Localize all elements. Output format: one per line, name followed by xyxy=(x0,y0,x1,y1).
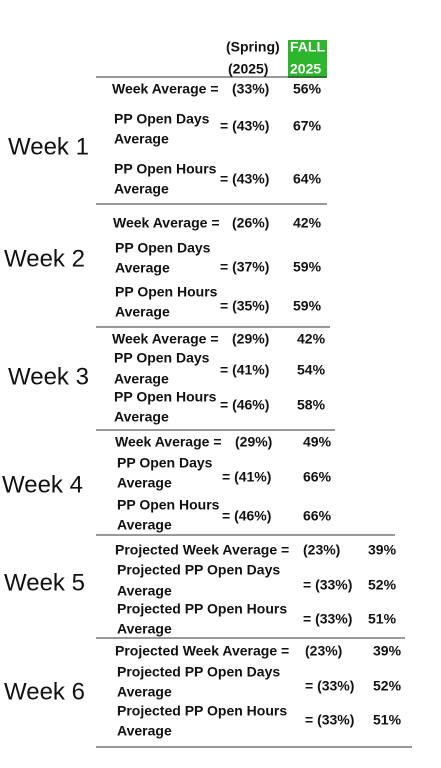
spring-value: = (33%) xyxy=(303,611,352,627)
spring-value: (29%) xyxy=(232,331,269,347)
metric-label: Week Average = xyxy=(112,81,219,97)
metric-label: Average xyxy=(115,304,170,320)
spring-value: (23%) xyxy=(303,542,340,558)
fall-value: 58% xyxy=(297,397,326,413)
metric-label: Projected Week Average = xyxy=(115,643,289,659)
spring-value: = (41%) xyxy=(220,362,269,378)
fall-value: 49% xyxy=(303,434,332,450)
fall-value: 66% xyxy=(303,469,332,485)
metric-label: PP Open Hours xyxy=(114,389,217,405)
metric-label: PP Open Days xyxy=(115,240,211,256)
metric-label: Average xyxy=(114,131,169,147)
metric-label: Projected PP Open Hours xyxy=(117,601,287,617)
fall-value: 52% xyxy=(368,577,397,593)
fall-value: 42% xyxy=(297,331,326,347)
metric-label: Average xyxy=(117,517,172,533)
spring-value: = (37%) xyxy=(220,259,269,275)
fall-header-bg xyxy=(288,40,327,78)
week-label: Week 4 xyxy=(2,471,83,498)
metric-label: Average xyxy=(115,260,170,276)
metric-label: PP Open Hours xyxy=(114,161,217,177)
week-label: Week 3 xyxy=(8,363,89,390)
spring-value: = (33%) xyxy=(305,678,354,694)
metric-label: PP Open Days xyxy=(114,350,210,366)
metric-label: Average xyxy=(117,621,172,637)
spring-value: = (33%) xyxy=(303,577,352,593)
metric-label: PP Open Hours xyxy=(117,497,220,513)
fall-value: 59% xyxy=(293,298,322,314)
week-label: Week 5 xyxy=(4,569,85,596)
metric-label: Average xyxy=(117,723,172,739)
metric-label: PP Open Days xyxy=(117,455,213,471)
fall-value: 54% xyxy=(297,362,326,378)
fall-header: FALL xyxy=(290,39,325,55)
fall-value: 59% xyxy=(293,259,322,275)
metric-label: Average xyxy=(117,684,172,700)
spring-value: (26%) xyxy=(232,215,269,231)
metric-label: Week Average = xyxy=(113,215,220,231)
metric-label: Week Average = xyxy=(112,331,219,347)
spring-value: = (33%) xyxy=(305,712,354,728)
fall-value: 67% xyxy=(293,118,322,134)
fall-header: 2025 xyxy=(290,61,321,77)
metric-label: Projected Week Average = xyxy=(115,542,289,558)
metric-label: Average xyxy=(114,181,169,197)
week-label: Week 1 xyxy=(8,133,89,160)
spring-value: (29%) xyxy=(235,434,272,450)
metric-label: Projected PP Open Days xyxy=(117,664,280,680)
metric-label: Average xyxy=(114,371,169,387)
spring-value: = (46%) xyxy=(222,508,271,524)
fall-value: 64% xyxy=(293,171,322,187)
metric-label: PP Open Days xyxy=(114,111,210,127)
spring-value: = (41%) xyxy=(222,469,271,485)
metric-label: Week Average = xyxy=(115,434,222,450)
fall-value: 51% xyxy=(368,611,397,627)
spring-value: = (43%) xyxy=(220,118,269,134)
spring-header: (2025) xyxy=(228,61,268,77)
fall-value: 39% xyxy=(368,542,397,558)
fall-value: 51% xyxy=(373,712,402,728)
week-label: Week 2 xyxy=(4,245,85,272)
spring-value: (33%) xyxy=(232,81,269,97)
fall-value: 56% xyxy=(293,81,322,97)
metric-label: Average xyxy=(117,475,172,491)
metric-label: Projected PP Open Days xyxy=(117,562,280,578)
spring-value: = (35%) xyxy=(220,298,269,314)
spring-header: (Spring) xyxy=(226,39,280,55)
spring-value: (23%) xyxy=(305,643,342,659)
spring-value: = (46%) xyxy=(220,397,269,413)
metric-label: Projected PP Open Hours xyxy=(117,703,287,719)
fall-value: 42% xyxy=(293,215,322,231)
fall-value: 39% xyxy=(373,643,402,659)
spring-value: = (43%) xyxy=(220,171,269,187)
metric-label: PP Open Hours xyxy=(115,284,218,300)
fall-value: 66% xyxy=(303,508,332,524)
week-label: Week 6 xyxy=(4,678,85,705)
fall-value: 52% xyxy=(373,678,402,694)
metric-label: Average xyxy=(114,409,169,425)
metric-label: Average xyxy=(117,583,172,599)
